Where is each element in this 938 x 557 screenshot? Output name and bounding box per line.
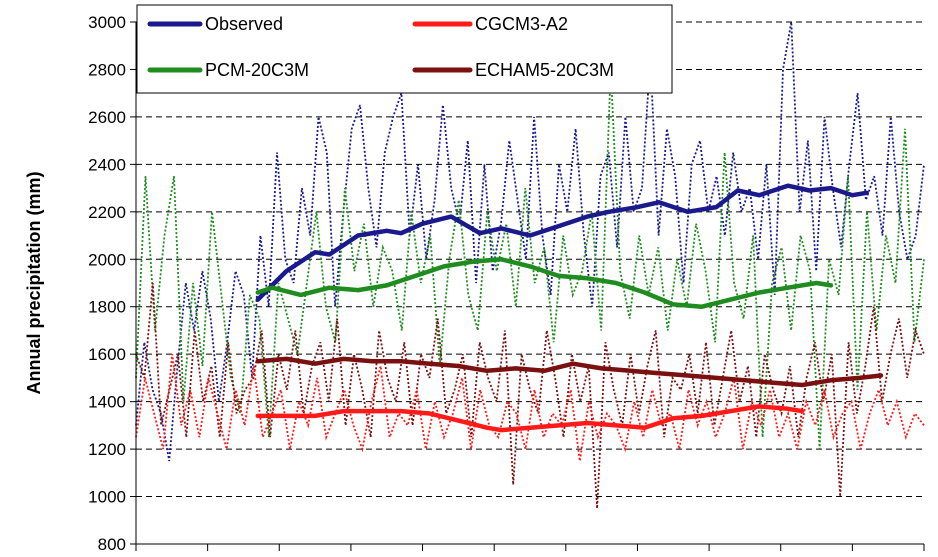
y-tick-label: 1600	[88, 345, 126, 364]
y-axis-ticks: 800 1000 1200 1400 1600 1800 2000 2200 2400 2600 2…	[88, 13, 136, 554]
cgcm3-a2-moving-average-line	[255, 404, 805, 433]
plot-area	[136, 22, 924, 544]
y-tick-label: 2800	[88, 60, 126, 79]
legend-label-pcm-20c3m: PCM-20C3M	[205, 60, 309, 80]
pcm-20c3m-moving-average-line	[255, 257, 834, 309]
moving-average-series	[255, 183, 884, 433]
legend-label-observed: Observed	[205, 14, 283, 34]
y-tick-label: 2000	[88, 250, 126, 269]
legend: Observed CGCM3-A2 PCM-20C3M ECHAM5-20C3M	[136, 4, 673, 94]
legend-label-echam5-20c3m: ECHAM5-20C3M	[475, 60, 614, 80]
observed-moving-average-line	[255, 183, 869, 302]
y-tick-label: 2600	[88, 108, 126, 127]
y-tick-label: 1800	[88, 298, 126, 317]
y-tick-label: 2200	[88, 203, 126, 222]
y-tick-label: 3000	[88, 13, 126, 32]
legend-label-cgcm3-a2: CGCM3-A2	[475, 14, 568, 34]
legend-box	[136, 4, 673, 94]
echam5-20c3m-annual-line	[135, 282, 925, 509]
observed-annual-line	[135, 21, 925, 462]
y-tick-label: 1200	[88, 440, 126, 459]
y-tick-label: 1400	[88, 393, 126, 412]
cgcm3-a2-annual-line	[135, 354, 925, 462]
y-tick-label: 800	[98, 535, 126, 554]
y-axis-title: Annual precipitation (mm)	[24, 171, 44, 394]
y-tick-label: 1000	[88, 488, 126, 507]
echam5-20c3m-moving-average-line	[255, 356, 884, 388]
x-axis-ticks	[135, 544, 925, 551]
y-tick-label: 2400	[88, 155, 126, 174]
